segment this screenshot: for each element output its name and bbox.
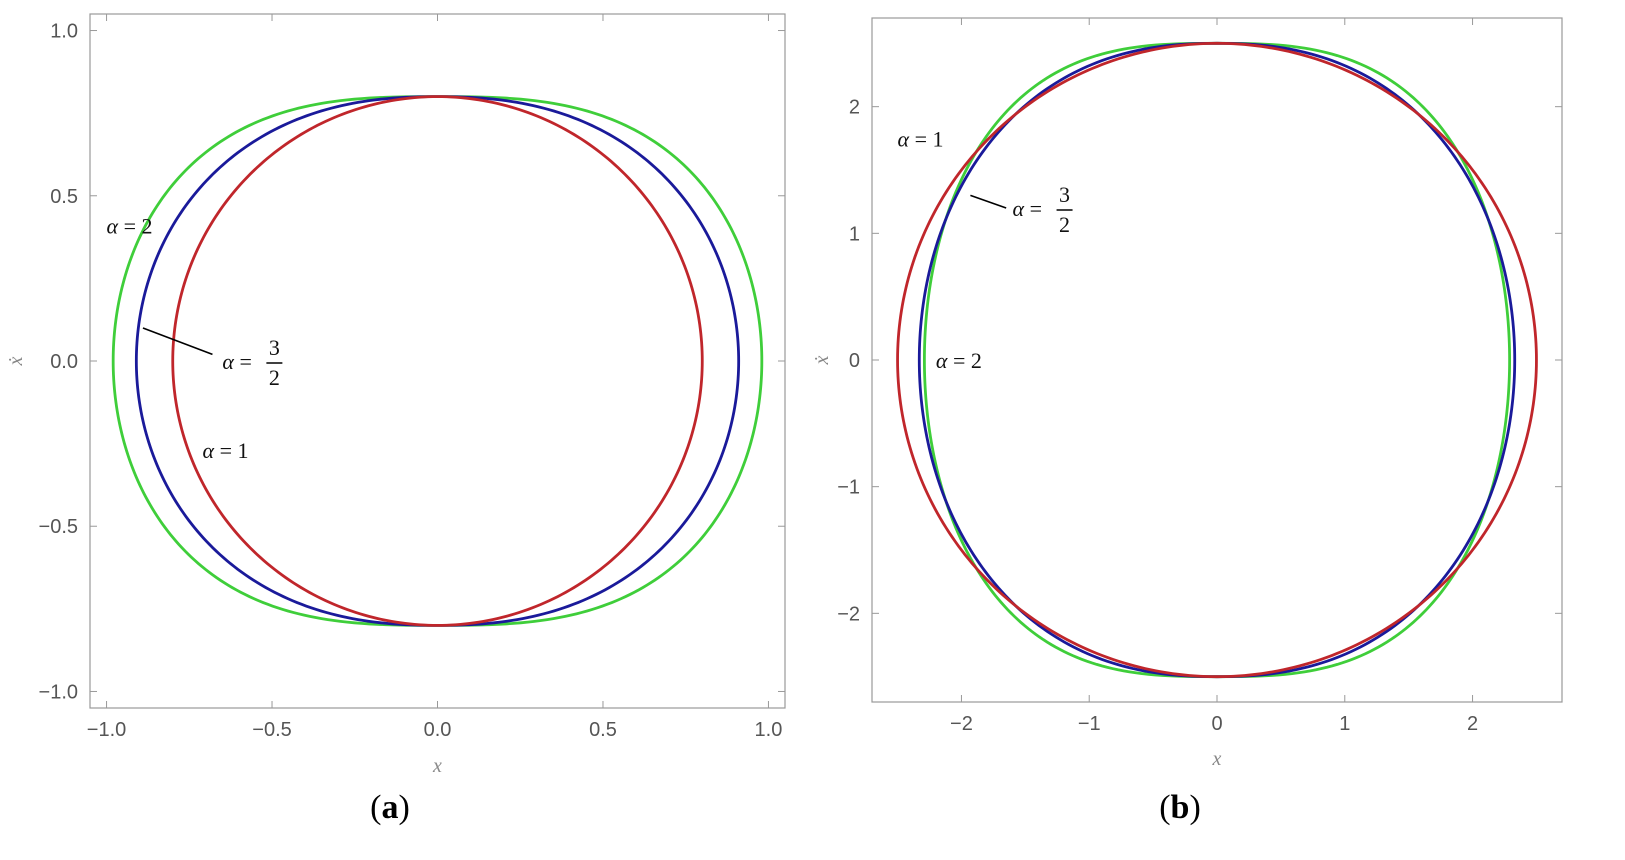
caption-open-paren: ( [370,789,381,826]
caption-letter: a [382,789,399,826]
x-tick-label: 2 [1467,713,1478,735]
annotation-label: α = 2 [107,214,153,239]
x-axis-label: x [432,755,442,777]
annotation-rest: = 1 [909,126,943,151]
annotation-rest: = [1024,196,1042,221]
x-tick-label: 0.5 [589,719,617,741]
annotation: α = 1 [203,438,249,463]
caption-close-paren: ) [1189,789,1200,826]
x-axis-label: x [1212,748,1222,770]
series-alpha-2-curve [922,41,1512,679]
series-alpha-2-curve [111,95,764,627]
y-axis-label: ẋ [5,356,27,366]
annotation-pointer [970,194,1007,209]
x-tick-label: 0 [1211,713,1222,735]
y-tick-label: −1 [837,477,860,499]
annotation-denominator: 2 [1059,212,1070,237]
annotation-greek: α [203,438,215,463]
annotation-label: α = [222,349,251,374]
y-tick-label: 1 [849,223,860,245]
annotation: α = 3 2 [142,327,283,390]
x-tick-label: 1.0 [755,719,783,741]
annotation: α = 2 [107,214,153,239]
plot-frame [89,13,786,709]
annotation-label: α = 1 [898,126,944,151]
series-alpha-1-curve [171,95,704,627]
annotation-greek: α [898,126,910,151]
annotation-pointer [142,327,213,356]
series-alpha-1-curve [896,41,1538,679]
y-axis-label: ẋ [811,355,833,365]
y-tick-label: 0.5 [50,186,78,208]
annotation-rest: = 2 [118,214,152,239]
annotation-rest: = 1 [214,438,248,463]
series-alpha-1-5-curve [134,95,741,627]
annotation-greek: α [107,214,119,239]
caption-open-paren: ( [1159,789,1170,826]
x-tick-label: −2 [950,713,973,735]
y-tick-label: 0.0 [50,351,78,373]
annotation-label: α = 1 [203,438,249,463]
annotation: α = 2 [936,348,982,373]
annotation-greek: α [936,348,948,373]
y-tick-label: −0.5 [39,516,78,538]
y-tick-label: −2 [837,603,860,625]
annotation-numerator: 3 [1059,182,1070,207]
annotation-rest: = 2 [947,348,981,373]
x-tick-label: −0.5 [252,719,291,741]
caption-close-paren: ) [399,789,410,826]
panel-caption: (a) [370,789,410,826]
series-group [896,41,1538,679]
annotation: α = 1 [898,126,944,151]
annotation-label: α = 2 [936,348,982,373]
x-tick-label: −1.0 [87,719,126,741]
caption-letter: b [1171,789,1190,826]
annotation-rest: = [234,349,252,374]
annotation: α = 3 2 [970,182,1073,237]
annotation-greek: α [222,349,234,374]
y-tick-label: 2 [849,97,860,119]
y-tick-label: −1.0 [39,681,78,703]
annotation-greek: α [1013,196,1025,221]
y-tick-label: 0 [849,350,860,372]
series-alpha-1-5-curve [917,41,1517,679]
annotation-denominator: 2 [269,365,280,390]
series-group [111,95,764,627]
x-tick-label: 1 [1339,713,1350,735]
annotation-numerator: 3 [269,335,280,360]
annotation-label: α = [1013,196,1042,221]
panel-a-chart: −1.0 −0.5 0.0 0.5 1.0 −1.0 −0.5 0.0 0.5 1.0 x ẋ α = … [5,13,786,826]
panel-caption: (b) [1159,789,1201,826]
y-tick-label: 1.0 [50,21,78,43]
x-tick-label: 0.0 [424,719,452,741]
x-tick-label: −1 [1078,713,1101,735]
